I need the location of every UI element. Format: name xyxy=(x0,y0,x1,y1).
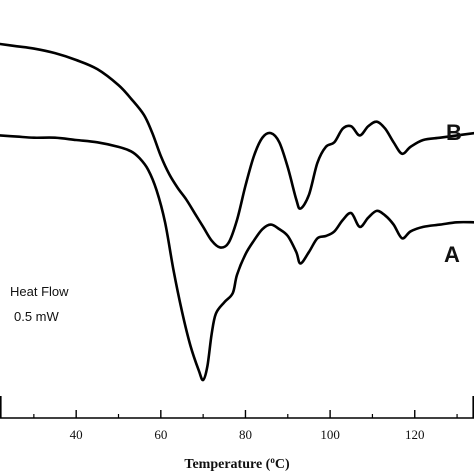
scale-label: 0.5 mW xyxy=(14,309,60,324)
x-tick-label: 80 xyxy=(239,427,252,442)
series-line-b xyxy=(0,42,474,249)
x-axis-label: Temperature (oC) xyxy=(184,455,290,472)
x-axis-line xyxy=(0,396,474,419)
x-tick-label: 40 xyxy=(70,427,83,442)
curve-label-a: A xyxy=(444,242,460,267)
series-line-a xyxy=(0,134,474,382)
x-tick-label: 120 xyxy=(405,427,425,442)
x-tick-label: 60 xyxy=(154,427,167,442)
x-tick-label: 100 xyxy=(320,427,340,442)
plot-area: 40 60 80 100 120 xyxy=(0,42,474,442)
curve-label-b: B xyxy=(446,120,462,145)
heat-flow-label: Heat Flow xyxy=(10,284,69,299)
x-ticks: 40 60 80 100 120 xyxy=(33,410,458,442)
curves xyxy=(0,42,474,382)
